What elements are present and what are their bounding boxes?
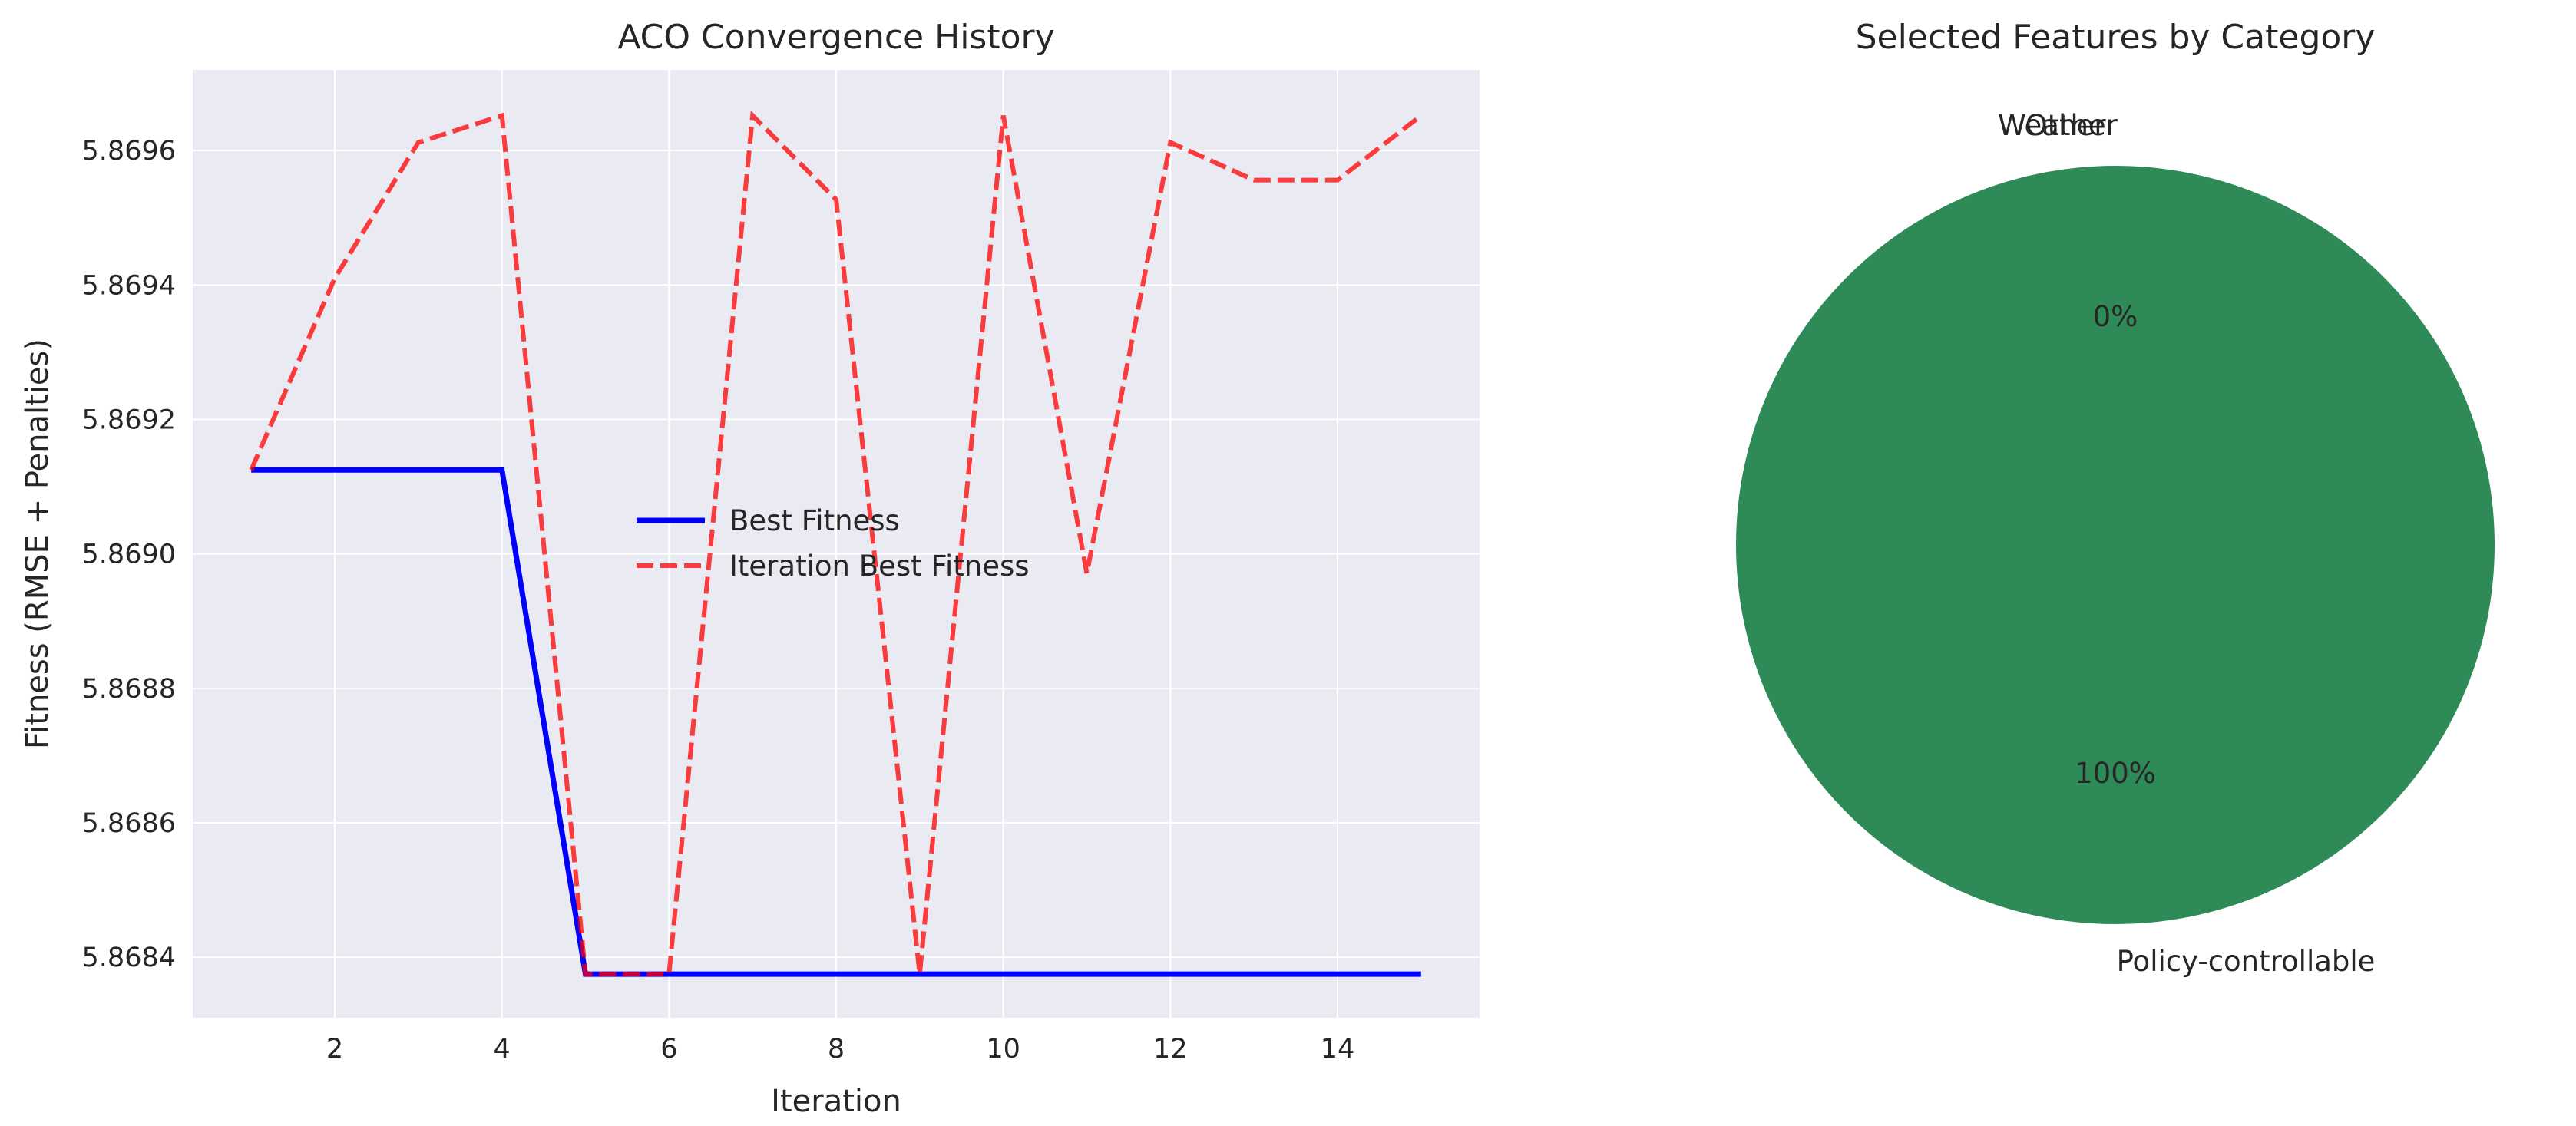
- line-chart: 2 4 6 8 10 12 14 5.8684 5.8686 5.8688 5.8690 5.869…: [20, 18, 1480, 1119]
- x-tick-label: 6: [660, 1034, 677, 1065]
- series-best-fitness: [251, 467, 1421, 977]
- y-tick-label: 5.8684: [82, 943, 176, 973]
- x-tick-label: 12: [1153, 1034, 1188, 1065]
- x-tick-label: 14: [1321, 1034, 1355, 1065]
- y-tick-label: 5.8692: [82, 405, 176, 435]
- pie-chart: Selected Features by Category Weather Ot…: [1736, 18, 2495, 978]
- series-iteration-best-fitness: [249, 110, 1423, 977]
- x-tick-label: 10: [986, 1034, 1020, 1065]
- pie-slice-policy-controllable: [1736, 166, 2495, 924]
- legend-label-best-fitness: Best Fitness: [729, 504, 900, 537]
- y-tick-label: 5.8694: [82, 270, 176, 301]
- x-axis-label: Iteration: [771, 1084, 901, 1119]
- series-layer: [249, 110, 1423, 977]
- x-tick-label: 4: [494, 1034, 511, 1065]
- y-tick-label: 5.8688: [82, 674, 176, 705]
- y-tick-label: 5.8696: [82, 136, 176, 167]
- x-tick-label: 2: [326, 1034, 343, 1065]
- grid-lines: [193, 70, 1480, 1018]
- y-axis-label: Fitness (RMSE + Penalties): [20, 338, 55, 749]
- chart-title: ACO Convergence History: [617, 18, 1054, 57]
- pie-label-weather: Weather: [1998, 109, 2118, 142]
- legend: Best Fitness Iteration Best Fitness: [637, 504, 1030, 583]
- pie-label-policy-controllable: Policy-controllable: [2117, 945, 2376, 978]
- y-tick-label: 5.8690: [82, 540, 176, 570]
- legend-label-iteration-best-fitness: Iteration Best Fitness: [729, 550, 1030, 583]
- y-tick-labels: 5.8684 5.8686 5.8688 5.8690 5.8692 5.8694 5.86…: [82, 136, 176, 973]
- pie-pct-zero: 0%: [2093, 300, 2138, 333]
- pie-label-other: Other: [2025, 109, 2106, 142]
- pie-pct-hundred: 100%: [2075, 757, 2156, 790]
- x-tick-labels: 2 4 6 8 10 12 14: [326, 1034, 1354, 1065]
- x-tick-label: 8: [828, 1034, 845, 1065]
- y-tick-label: 5.8686: [82, 808, 176, 839]
- pie-slices: [1736, 166, 2495, 924]
- pie-title: Selected Features by Category: [1856, 18, 2376, 57]
